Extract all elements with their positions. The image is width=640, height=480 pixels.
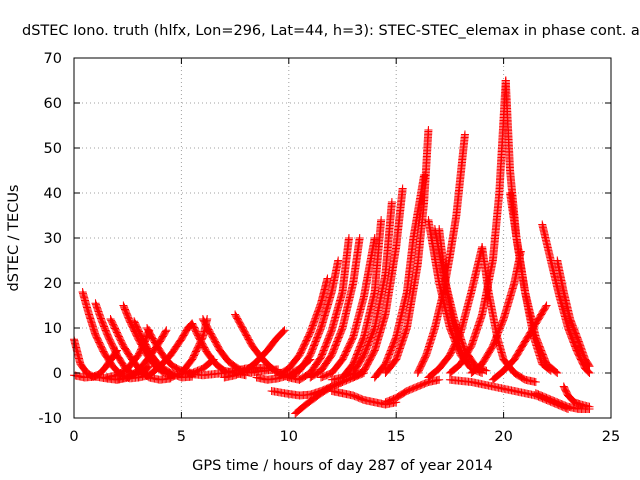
y-tick-label: 60 — [44, 96, 62, 112]
data-point — [584, 368, 593, 377]
data-point — [279, 327, 288, 336]
series-22 — [306, 234, 364, 382]
y-tick-label: 10 — [44, 321, 62, 337]
x-tick-label: 5 — [177, 429, 186, 445]
chart-title: dSTEC Iono. truth (hlfx, Lon=296, Lat=44… — [22, 23, 640, 39]
data-point — [542, 301, 551, 310]
data-point — [377, 216, 386, 224]
x-tick-label: 25 — [602, 429, 620, 445]
series-11 — [134, 319, 197, 382]
data-point — [323, 274, 332, 283]
data-point — [278, 328, 287, 337]
data-point — [481, 366, 490, 375]
series-24 — [327, 216, 386, 384]
data-point — [344, 234, 353, 242]
series-32 — [413, 130, 469, 377]
data-point — [516, 247, 525, 256]
series-26 — [349, 184, 407, 382]
series-25 — [338, 198, 396, 382]
data-point — [552, 368, 561, 377]
data-point — [398, 184, 407, 193]
data-point — [359, 369, 368, 377]
data-point — [583, 367, 592, 376]
data-point — [585, 369, 594, 377]
series-10 — [112, 326, 171, 384]
series-23 — [317, 234, 379, 382]
data-point — [545, 365, 554, 374]
x-tick-label: 10 — [280, 429, 298, 445]
series-20 — [284, 256, 343, 382]
y-tick-label: -10 — [38, 411, 62, 427]
y-tick-label: 0 — [53, 366, 62, 382]
x-tick-label: 15 — [387, 429, 405, 445]
x-tick-label: 0 — [69, 429, 78, 445]
y-tick-label: 20 — [44, 276, 62, 292]
y-tick-label: 70 — [44, 51, 62, 67]
data-point — [218, 365, 227, 374]
data-point — [280, 326, 289, 335]
series-38 — [467, 247, 525, 377]
series-43 — [267, 378, 347, 400]
series-47 — [445, 375, 573, 413]
data-point — [435, 375, 444, 384]
data-point — [585, 405, 594, 413]
series-19 — [274, 274, 332, 380]
series-36 — [506, 189, 555, 375]
data-point — [546, 366, 555, 375]
data-point — [460, 130, 469, 139]
x-axis-label: GPS time / hours of day 287 of year 2014 — [192, 458, 493, 474]
series-44 — [291, 369, 368, 418]
series-41 — [553, 256, 594, 371]
series-46 — [381, 375, 444, 407]
data-point — [482, 366, 491, 375]
data-point — [143, 364, 152, 373]
y-tick-label: 40 — [44, 186, 62, 202]
y-axis-label: dSTEC / TECUs — [6, 185, 22, 292]
data-point — [531, 378, 540, 386]
x-tick-label: 20 — [494, 429, 512, 445]
data-point — [145, 326, 154, 335]
series-40 — [538, 220, 594, 377]
series-28 — [381, 126, 433, 377]
series-17 — [220, 326, 289, 382]
data-point — [544, 365, 553, 374]
data-point — [584, 361, 593, 370]
data-point — [553, 369, 562, 377]
data-point — [358, 369, 367, 378]
y-tick-label: 30 — [44, 231, 62, 247]
data-point — [424, 126, 433, 134]
data-point — [334, 256, 343, 265]
data-point — [161, 327, 170, 336]
data-point — [162, 326, 171, 335]
data-point — [387, 198, 396, 206]
data-layer — [70, 76, 594, 418]
series-9 — [102, 326, 154, 382]
data-point — [144, 363, 153, 372]
series-48 — [531, 389, 594, 413]
data-point — [541, 302, 550, 311]
ticks: 0 5 10 15 20 25 -10 0 10 20 30 40 50 60 70 — [38, 51, 620, 445]
series-27 — [370, 171, 429, 382]
y-tick-label: 50 — [44, 141, 62, 157]
series-39 — [488, 301, 551, 384]
series-21 — [295, 234, 353, 384]
data-point — [585, 362, 594, 371]
data-point — [355, 234, 364, 242]
